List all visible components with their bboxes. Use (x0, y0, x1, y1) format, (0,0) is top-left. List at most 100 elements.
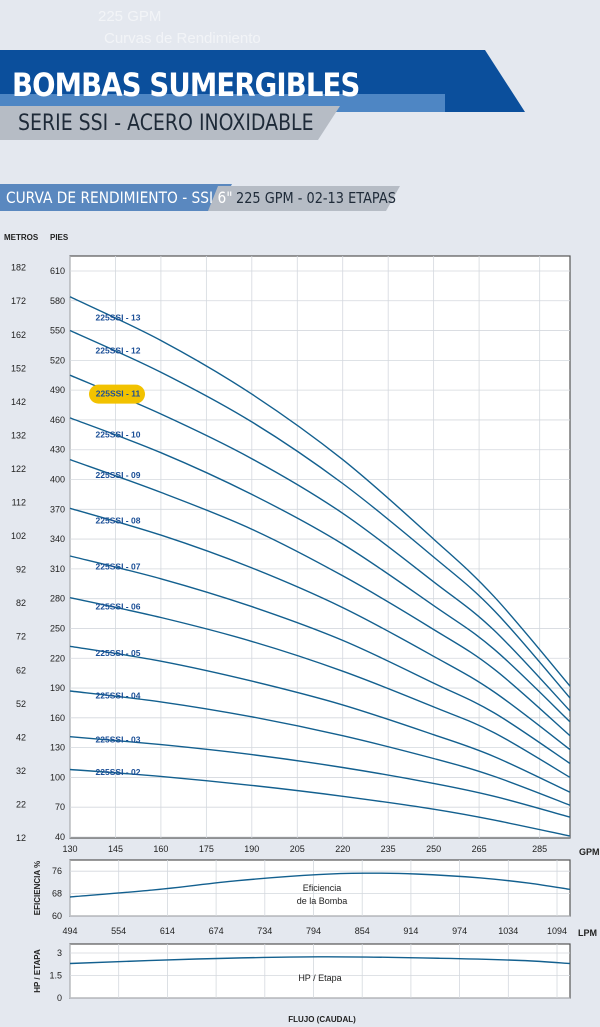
flow-axis-label: FLUJO (CAUDAL) (288, 1015, 356, 1024)
x-tick-label: 250 (426, 844, 441, 854)
y-tick-label: 400 (50, 475, 65, 485)
hp-plot-area (69, 943, 571, 999)
gpm-axis-label: GPM (579, 847, 600, 857)
y-tick-label: 490 (50, 385, 65, 395)
efficiency-annotation-1: Eficiencia (303, 883, 342, 893)
page-title: BOMBAS SUMERGIBLES (12, 66, 360, 104)
lpm-tick-label: 974 (452, 926, 467, 936)
y-tick-label: 520 (50, 355, 65, 365)
series-label: 225SSI - 07 (96, 561, 141, 571)
series-label: 225SSI - 11 (96, 389, 141, 399)
lpm-tick-label: 914 (403, 926, 418, 936)
y-tick-label: 250 (50, 623, 65, 633)
section-blue-bar (0, 184, 232, 211)
section-subtitle: 225 GPM - 02-13 ETAPAS (236, 189, 396, 207)
x-tick-label: 265 (472, 844, 487, 854)
efficiency-axis-label: EFICIENCIA % (33, 861, 42, 915)
pump-curve-line (69, 736, 571, 818)
lpm-tick-label: 614 (160, 926, 175, 936)
y-tick-label: 190 (50, 683, 65, 693)
x-tick-label: 220 (335, 844, 350, 854)
meters-tick-label: 62 (16, 665, 26, 675)
meters-tick-label: 162 (11, 330, 26, 340)
x-tick-label: 160 (153, 844, 168, 854)
meters-tick-label: 22 (16, 799, 26, 809)
x-tick-label: 285 (532, 844, 547, 854)
pump-curve-line (69, 417, 571, 723)
lpm-tick-label: 854 (355, 926, 370, 936)
meters-tick-label: 52 (16, 699, 26, 709)
series-label: 225SSI - 06 (96, 602, 141, 612)
y-tick-label: 580 (50, 296, 65, 306)
pump-curve-line (69, 507, 571, 751)
series-label: 225SSI - 12 (96, 345, 141, 355)
section-title: CURVA DE RENDIMIENTO - SSI 6" (6, 188, 233, 207)
series-label: 225SSI - 13 (96, 313, 141, 323)
series-subtitle: SERIE SSI - ACERO INOXIDABLE (18, 111, 314, 136)
y-tick-label: 280 (50, 594, 65, 604)
lpm-tick-label: 1034 (498, 926, 518, 936)
ghost-text-1: 225 GPM (98, 8, 162, 25)
hp-tick-label: 0 (57, 993, 62, 1003)
y-tick-label: 220 (50, 653, 65, 663)
x-tick-label: 130 (62, 844, 77, 854)
series-label: 225SSI - 10 (96, 429, 141, 439)
efficiency-tick-label: 60 (52, 911, 62, 921)
feet-axis-label: PIES (50, 233, 69, 242)
x-tick-label: 145 (108, 844, 123, 854)
x-tick-label: 205 (290, 844, 305, 854)
header-banner (0, 50, 525, 211)
y-tick-label: 460 (50, 415, 65, 425)
gray-subtitle-bar (0, 106, 340, 140)
pump-curve-line (69, 296, 571, 687)
meters-tick-label: 152 (11, 363, 26, 373)
y-tick-label: 430 (50, 445, 65, 455)
series-label: 225SSI - 02 (96, 767, 141, 777)
series-label: 225SSI - 09 (96, 470, 141, 480)
hp-tick-label: 1.5 (49, 971, 62, 981)
hp-axis-label: HP / ETAPA (33, 949, 42, 993)
pump-curve-line (69, 597, 571, 779)
section-gray-bar (208, 186, 400, 211)
meters-tick-label: 112 (12, 498, 26, 508)
y-tick-label: 370 (50, 504, 65, 514)
y-tick-label: 160 (50, 713, 65, 723)
pump-curve-line (69, 329, 571, 699)
lpm-tick-label: 554 (111, 926, 126, 936)
y-tick-label: 550 (50, 326, 65, 336)
plot-area (69, 255, 571, 839)
lpm-tick-label: 794 (306, 926, 321, 936)
meters-tick-label: 122 (11, 464, 26, 474)
pump-curve-line (69, 458, 571, 737)
lpm-tick-label: 734 (257, 926, 272, 936)
meters-axis-label: METROS (4, 233, 39, 242)
meters-tick-label: 12 (16, 833, 26, 843)
hp-tick-label: 3 (57, 948, 62, 958)
y-tick-label: 340 (50, 534, 65, 544)
meters-tick-label: 102 (11, 531, 26, 541)
y-tick-label: 40 (55, 832, 65, 842)
meters-tick-label: 32 (16, 766, 26, 776)
meters-tick-label: 92 (16, 565, 26, 575)
pump-curve-line (69, 645, 571, 793)
series-label: 225SSI - 03 (96, 735, 141, 745)
hp-annotation: HP / Etapa (298, 973, 341, 983)
meters-tick-label: 72 (16, 632, 26, 642)
series-label: 225SSI - 04 (96, 690, 141, 700)
y-tick-label: 130 (50, 743, 65, 753)
pump-curve-line (69, 768, 571, 837)
meters-tick-label: 142 (11, 397, 26, 407)
pump-curve-line (69, 374, 571, 712)
efficiency-annotation-2: de la Bomba (297, 896, 348, 906)
series-label: 225SSI - 08 (96, 516, 141, 526)
y-tick-label: 100 (50, 772, 65, 782)
meters-tick-label: 172 (11, 296, 26, 306)
x-tick-label: 190 (244, 844, 259, 854)
meters-tick-label: 132 (11, 430, 26, 440)
x-tick-label: 175 (199, 844, 214, 854)
lpm-tick-label: 1094 (547, 926, 567, 936)
hp-curve-line (69, 956, 571, 965)
efficiency-curve-line (69, 872, 571, 898)
lpm-tick-label: 494 (62, 926, 77, 936)
